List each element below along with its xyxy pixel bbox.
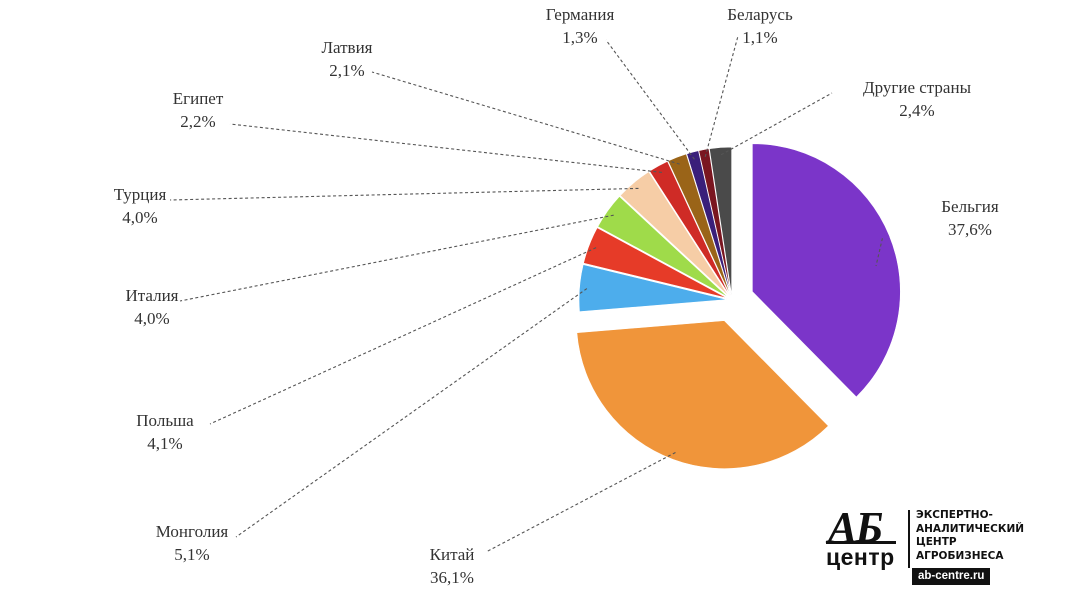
slice-label-8: Латвия [321, 38, 372, 57]
leader-lines [169, 35, 883, 553]
leader-line-2 [485, 451, 676, 553]
leader-line-1 [875, 238, 883, 267]
pie-slice-4 [583, 227, 728, 299]
slice-labels: Бельгия 37,6% Китай 36,1% Монголия 5,1% Польша… [114, 5, 999, 587]
logo-vertical-line [908, 510, 910, 568]
slice-value-label-7: 2,2% [180, 112, 215, 131]
logo-line-3: ЦЕНТР [916, 536, 957, 548]
logo-divider-bar [826, 541, 896, 544]
slice-value-label-3: 5,1% [174, 545, 209, 564]
logo-description: ЭКСПЕРТНО- АНАЛИТИЧЕСКИЙ ЦЕНТР АГРОБИЗНЕ… [916, 509, 1056, 563]
logo-url: ab-centre.ru [912, 568, 991, 585]
slice-value-label-4: 4,1% [147, 434, 182, 453]
slice-value-label-11: 2,4% [899, 101, 934, 120]
leader-line-6 [169, 187, 639, 201]
slice-value-label-6: 4,0% [122, 208, 157, 227]
pie-slice-1 [752, 143, 901, 398]
pie-slice-11 [709, 146, 732, 296]
logo-line-4: АГРОБИЗНЕСА [916, 549, 1004, 562]
pie-slice-9 [686, 150, 732, 296]
leader-line-11 [720, 92, 833, 156]
logo-line-2: АНАЛИТИЧЕСКИЙ [916, 522, 1025, 535]
pie-slice-5 [597, 196, 729, 298]
pie-slice-10 [698, 148, 732, 296]
slice-value-label-1: 37,6% [948, 220, 992, 239]
slice-label-3: Монголия [156, 522, 229, 541]
leader-line-8 [371, 71, 680, 165]
pie-slices [576, 143, 901, 469]
slice-value-label-8: 2,1% [329, 61, 364, 80]
slice-label-9: Германия [546, 5, 615, 24]
pie-slice-3 [578, 264, 728, 313]
slice-label-2: Китай [430, 545, 475, 564]
logo-mark-bottom: центр [826, 544, 895, 570]
slice-label-11: Другие страны [863, 78, 972, 97]
slice-label-4: Польша [136, 411, 194, 430]
pie-slice-6 [619, 171, 730, 297]
slice-value-label-9: 1,3% [562, 28, 597, 47]
ab-centre-logo: АБ центр ЭКСПЕРТНО- АНАЛИТИЧЕСКИЙ ЦЕНТР … [822, 503, 1052, 588]
logo-line-1: ЭКСПЕРТНО- [916, 509, 993, 521]
pie-slice-2 [576, 320, 829, 469]
slice-label-6: Турция [114, 185, 167, 204]
leader-line-5 [179, 214, 614, 302]
slice-value-label-10: 1,1% [742, 28, 777, 47]
slice-label-1: Бельгия [941, 197, 999, 216]
slice-label-7: Египет [173, 89, 224, 108]
leader-line-3 [235, 288, 588, 538]
leader-line-4 [209, 247, 597, 425]
slice-label-5: Италия [125, 286, 178, 305]
slice-value-label-5: 4,0% [134, 309, 169, 328]
leader-line-7 [229, 123, 662, 173]
leader-line-9 [605, 39, 695, 160]
slice-value-label-2: 36,1% [430, 568, 474, 587]
slice-label-10: Беларусь [727, 5, 793, 24]
leader-line-10 [704, 35, 739, 158]
